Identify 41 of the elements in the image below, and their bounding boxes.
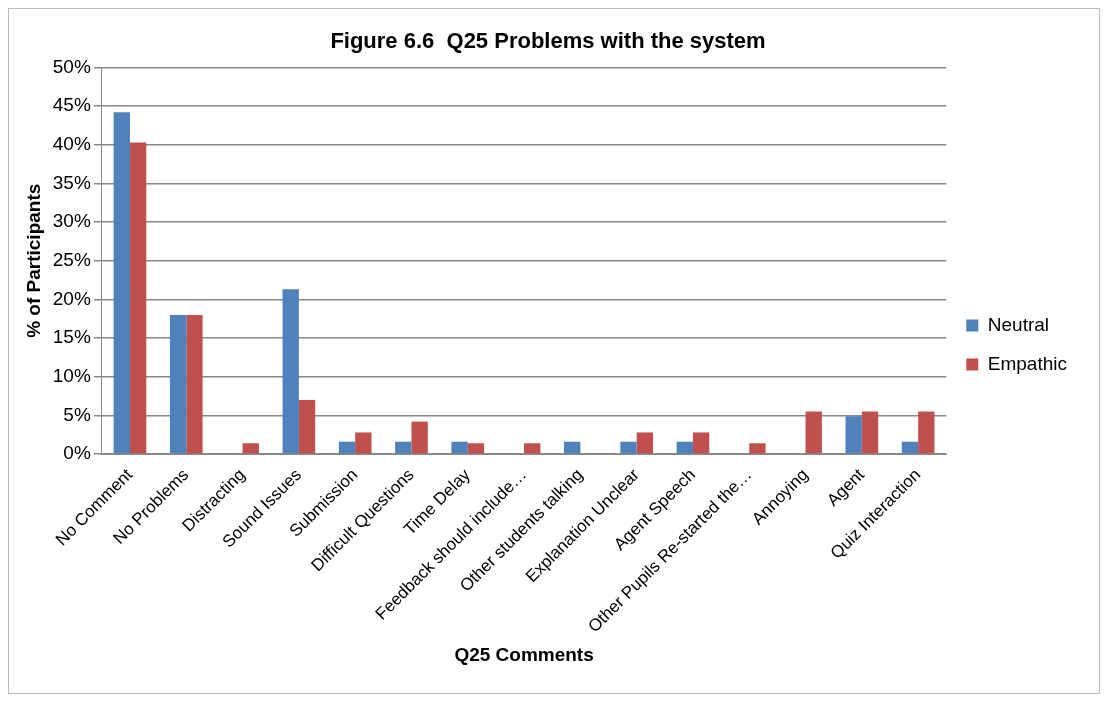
bar bbox=[524, 443, 541, 454]
x-axis-title: Q25 Comments bbox=[454, 643, 594, 665]
bar bbox=[113, 112, 130, 454]
bar bbox=[451, 441, 468, 454]
y-tick-label: 15% bbox=[52, 326, 91, 348]
bar bbox=[692, 432, 710, 454]
bar bbox=[564, 441, 581, 454]
y-tick-label: 0% bbox=[63, 442, 91, 464]
legend-label: Neutral bbox=[987, 313, 1050, 335]
bar bbox=[298, 399, 316, 454]
bar bbox=[845, 416, 862, 454]
chart-title: Figure 6.6 Q25 Problems with the system bbox=[330, 28, 766, 54]
bar bbox=[918, 411, 935, 454]
y-axis-title: % of Participants bbox=[22, 183, 44, 338]
bar bbox=[901, 441, 919, 454]
y-tick-label: 30% bbox=[52, 210, 91, 232]
bar bbox=[861, 411, 879, 454]
bar bbox=[636, 432, 653, 454]
bar bbox=[411, 421, 428, 454]
y-tick-label: 40% bbox=[52, 132, 91, 154]
legend-label: Empathic bbox=[987, 352, 1067, 374]
bar bbox=[186, 314, 203, 454]
y-tick-label: 45% bbox=[52, 94, 91, 116]
bar bbox=[282, 289, 299, 454]
bar bbox=[169, 314, 187, 454]
bar bbox=[338, 441, 356, 454]
bar bbox=[676, 441, 693, 454]
bar bbox=[620, 441, 637, 454]
bar bbox=[395, 441, 412, 454]
bar bbox=[805, 411, 822, 454]
y-tick-label: 25% bbox=[52, 248, 91, 270]
bar bbox=[129, 142, 147, 454]
bar bbox=[467, 443, 485, 454]
bar bbox=[355, 432, 372, 454]
y-tick-label: 50% bbox=[52, 55, 91, 77]
bar bbox=[242, 443, 259, 454]
y-tick-label: 5% bbox=[63, 403, 91, 425]
bar bbox=[749, 443, 766, 454]
y-tick-label: 35% bbox=[52, 171, 91, 193]
y-tick-label: 10% bbox=[52, 365, 91, 386]
y-tick-label: 20% bbox=[52, 287, 91, 309]
